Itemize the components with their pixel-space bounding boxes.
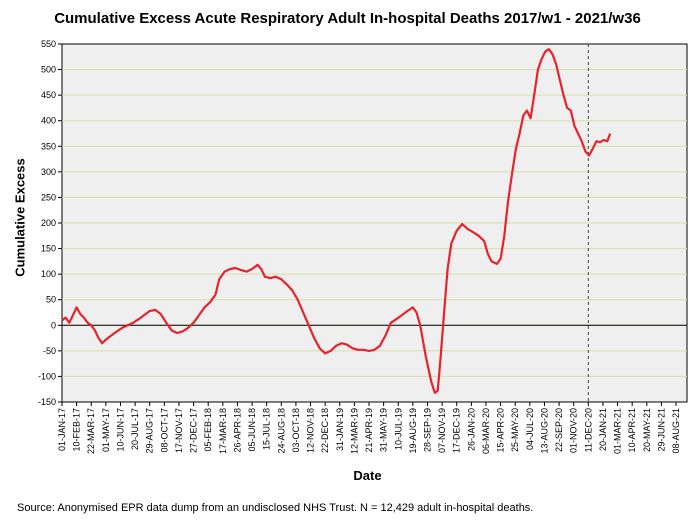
x-tick-label: 08-AUG-21	[671, 408, 681, 454]
y-tick-label: 200	[41, 218, 56, 228]
x-tick-label: 27-DEC-17	[189, 408, 199, 453]
y-tick-label: 250	[41, 192, 56, 202]
x-tick-label: 21-APR-19	[364, 408, 374, 453]
x-tick-label: 01-MAR-21	[613, 408, 623, 454]
x-tick-label: 24-AUG-18	[276, 408, 286, 454]
x-tick-label: 25-MAY-20	[510, 408, 520, 452]
x-tick-label: 22-DEC-18	[320, 408, 330, 453]
x-tick-label: 01-MAY-17	[101, 408, 111, 452]
x-tick-label: 01-JAN-17	[57, 408, 67, 451]
x-tick-label: 20-JAN-21	[598, 408, 608, 451]
x-tick-label: 20-MAY-21	[642, 408, 652, 452]
x-tick-label: 26-APR-18	[232, 408, 242, 453]
x-tick-label: 17-MAR-18	[218, 408, 228, 454]
x-tick-label: 17-DEC-19	[452, 408, 462, 453]
x-tick-label: 05-FEB-18	[203, 408, 213, 452]
chart-title: Cumulative Excess Acute Respiratory Adul…	[54, 10, 641, 27]
x-tick-label: 07-NOV-19	[437, 408, 447, 453]
x-tick-label: 22-SEP-20	[554, 408, 564, 452]
x-tick-label: 29-JUN-21	[656, 408, 666, 452]
x-tick-label: 10-FEB-17	[72, 408, 82, 452]
y-tick-label: 100	[41, 269, 56, 279]
series-line	[61, 47, 612, 394]
x-tick-label: 29-AUG-17	[145, 408, 155, 454]
y-axis-ticks: -150 -100 -50 0 50 100 150 200 250 300 350 400 450 50…	[38, 39, 62, 407]
x-tick-label: 05-JUN-18	[247, 408, 257, 452]
x-tick-label: 28-SEP-19	[422, 408, 432, 452]
x-tick-label: 26-JAN-20	[466, 408, 476, 451]
x-tick-label: 10-JUL-19	[393, 408, 403, 450]
x-tick-label: 11-DEC-20	[583, 408, 593, 452]
x-tick-label: 10-JUN-17	[115, 408, 125, 452]
x-tick-label: 06-MAR-20	[481, 408, 491, 454]
y-tick-label: 400	[41, 116, 56, 126]
source-note: Source: Anonymised EPR data dump from an…	[17, 502, 534, 514]
x-axis-label: Date	[353, 468, 382, 483]
x-axis-ticks: 01-JAN-17 10-FEB-17 22-MAR-17 01-MAY-17 10-J…	[57, 402, 681, 454]
x-tick-label: 22-MAR-17	[86, 408, 96, 454]
y-tick-label: 0	[51, 320, 56, 330]
y-tick-label: 150	[41, 244, 56, 254]
x-tick-label: 08-OCT-17	[159, 408, 169, 453]
y-tick-label: -150	[38, 397, 56, 407]
x-tick-label: 03-OCT-18	[291, 408, 301, 453]
y-tick-label: 300	[41, 167, 56, 177]
x-tick-label: 12-MAR-19	[349, 408, 359, 454]
y-tick-label: -100	[38, 371, 56, 381]
y-tick-label: 50	[46, 295, 56, 305]
x-tick-label: 31-MAY-19	[379, 408, 389, 452]
y-tick-label: -50	[43, 346, 56, 356]
x-tick-label: 31-JAN-19	[335, 408, 345, 451]
x-tick-label: 10-APR-21	[627, 408, 637, 453]
y-tick-label: 350	[41, 141, 56, 151]
y-tick-label: 550	[41, 39, 56, 49]
x-tick-label: 13-AUG-20	[539, 408, 549, 454]
x-tick-label: 15-JUL-18	[262, 408, 272, 450]
x-tick-label: 17-NOV-17	[174, 408, 184, 453]
x-tick-label: 01-NOV-20	[569, 408, 579, 453]
x-tick-label: 20-JUL-17	[130, 408, 140, 450]
x-tick-label: 04-JUL-20	[525, 408, 535, 450]
x-tick-label: 15-APR-20	[496, 408, 506, 453]
y-tick-label: 450	[41, 90, 56, 100]
y-tick-label: 500	[41, 65, 56, 75]
x-tick-label: 19-AUG-19	[408, 408, 418, 454]
x-tick-label: 12-NOV-18	[306, 408, 316, 453]
